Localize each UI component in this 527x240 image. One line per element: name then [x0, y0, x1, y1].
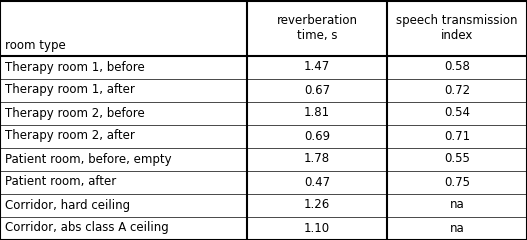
Text: Corridor, hard ceiling: Corridor, hard ceiling: [5, 198, 130, 211]
Text: 0.58: 0.58: [444, 60, 470, 73]
Text: 0.75: 0.75: [444, 175, 470, 188]
Text: 1.47: 1.47: [304, 60, 330, 73]
Text: 0.69: 0.69: [304, 130, 330, 143]
Text: Patient room, after: Patient room, after: [5, 175, 116, 188]
Text: 0.72: 0.72: [444, 84, 470, 96]
Text: Corridor, abs class A ceiling: Corridor, abs class A ceiling: [5, 222, 169, 234]
Text: speech transmission
index: speech transmission index: [396, 14, 518, 42]
Text: 0.54: 0.54: [444, 107, 470, 120]
Text: 0.55: 0.55: [444, 152, 470, 166]
Text: 0.47: 0.47: [304, 175, 330, 188]
Text: Therapy room 2, after: Therapy room 2, after: [5, 130, 135, 143]
Text: 1.10: 1.10: [304, 222, 330, 234]
Text: reverberation
time, s: reverberation time, s: [277, 14, 357, 42]
Text: room type: room type: [5, 40, 66, 53]
Text: 1.26: 1.26: [304, 198, 330, 211]
Text: Therapy room 2, before: Therapy room 2, before: [5, 107, 145, 120]
Text: Therapy room 1, after: Therapy room 1, after: [5, 84, 135, 96]
Text: na: na: [450, 222, 464, 234]
Text: 0.71: 0.71: [444, 130, 470, 143]
Text: Patient room, before, empty: Patient room, before, empty: [5, 152, 172, 166]
Text: na: na: [450, 198, 464, 211]
Text: 0.67: 0.67: [304, 84, 330, 96]
Text: 1.81: 1.81: [304, 107, 330, 120]
Text: 1.78: 1.78: [304, 152, 330, 166]
Text: Therapy room 1, before: Therapy room 1, before: [5, 60, 145, 73]
